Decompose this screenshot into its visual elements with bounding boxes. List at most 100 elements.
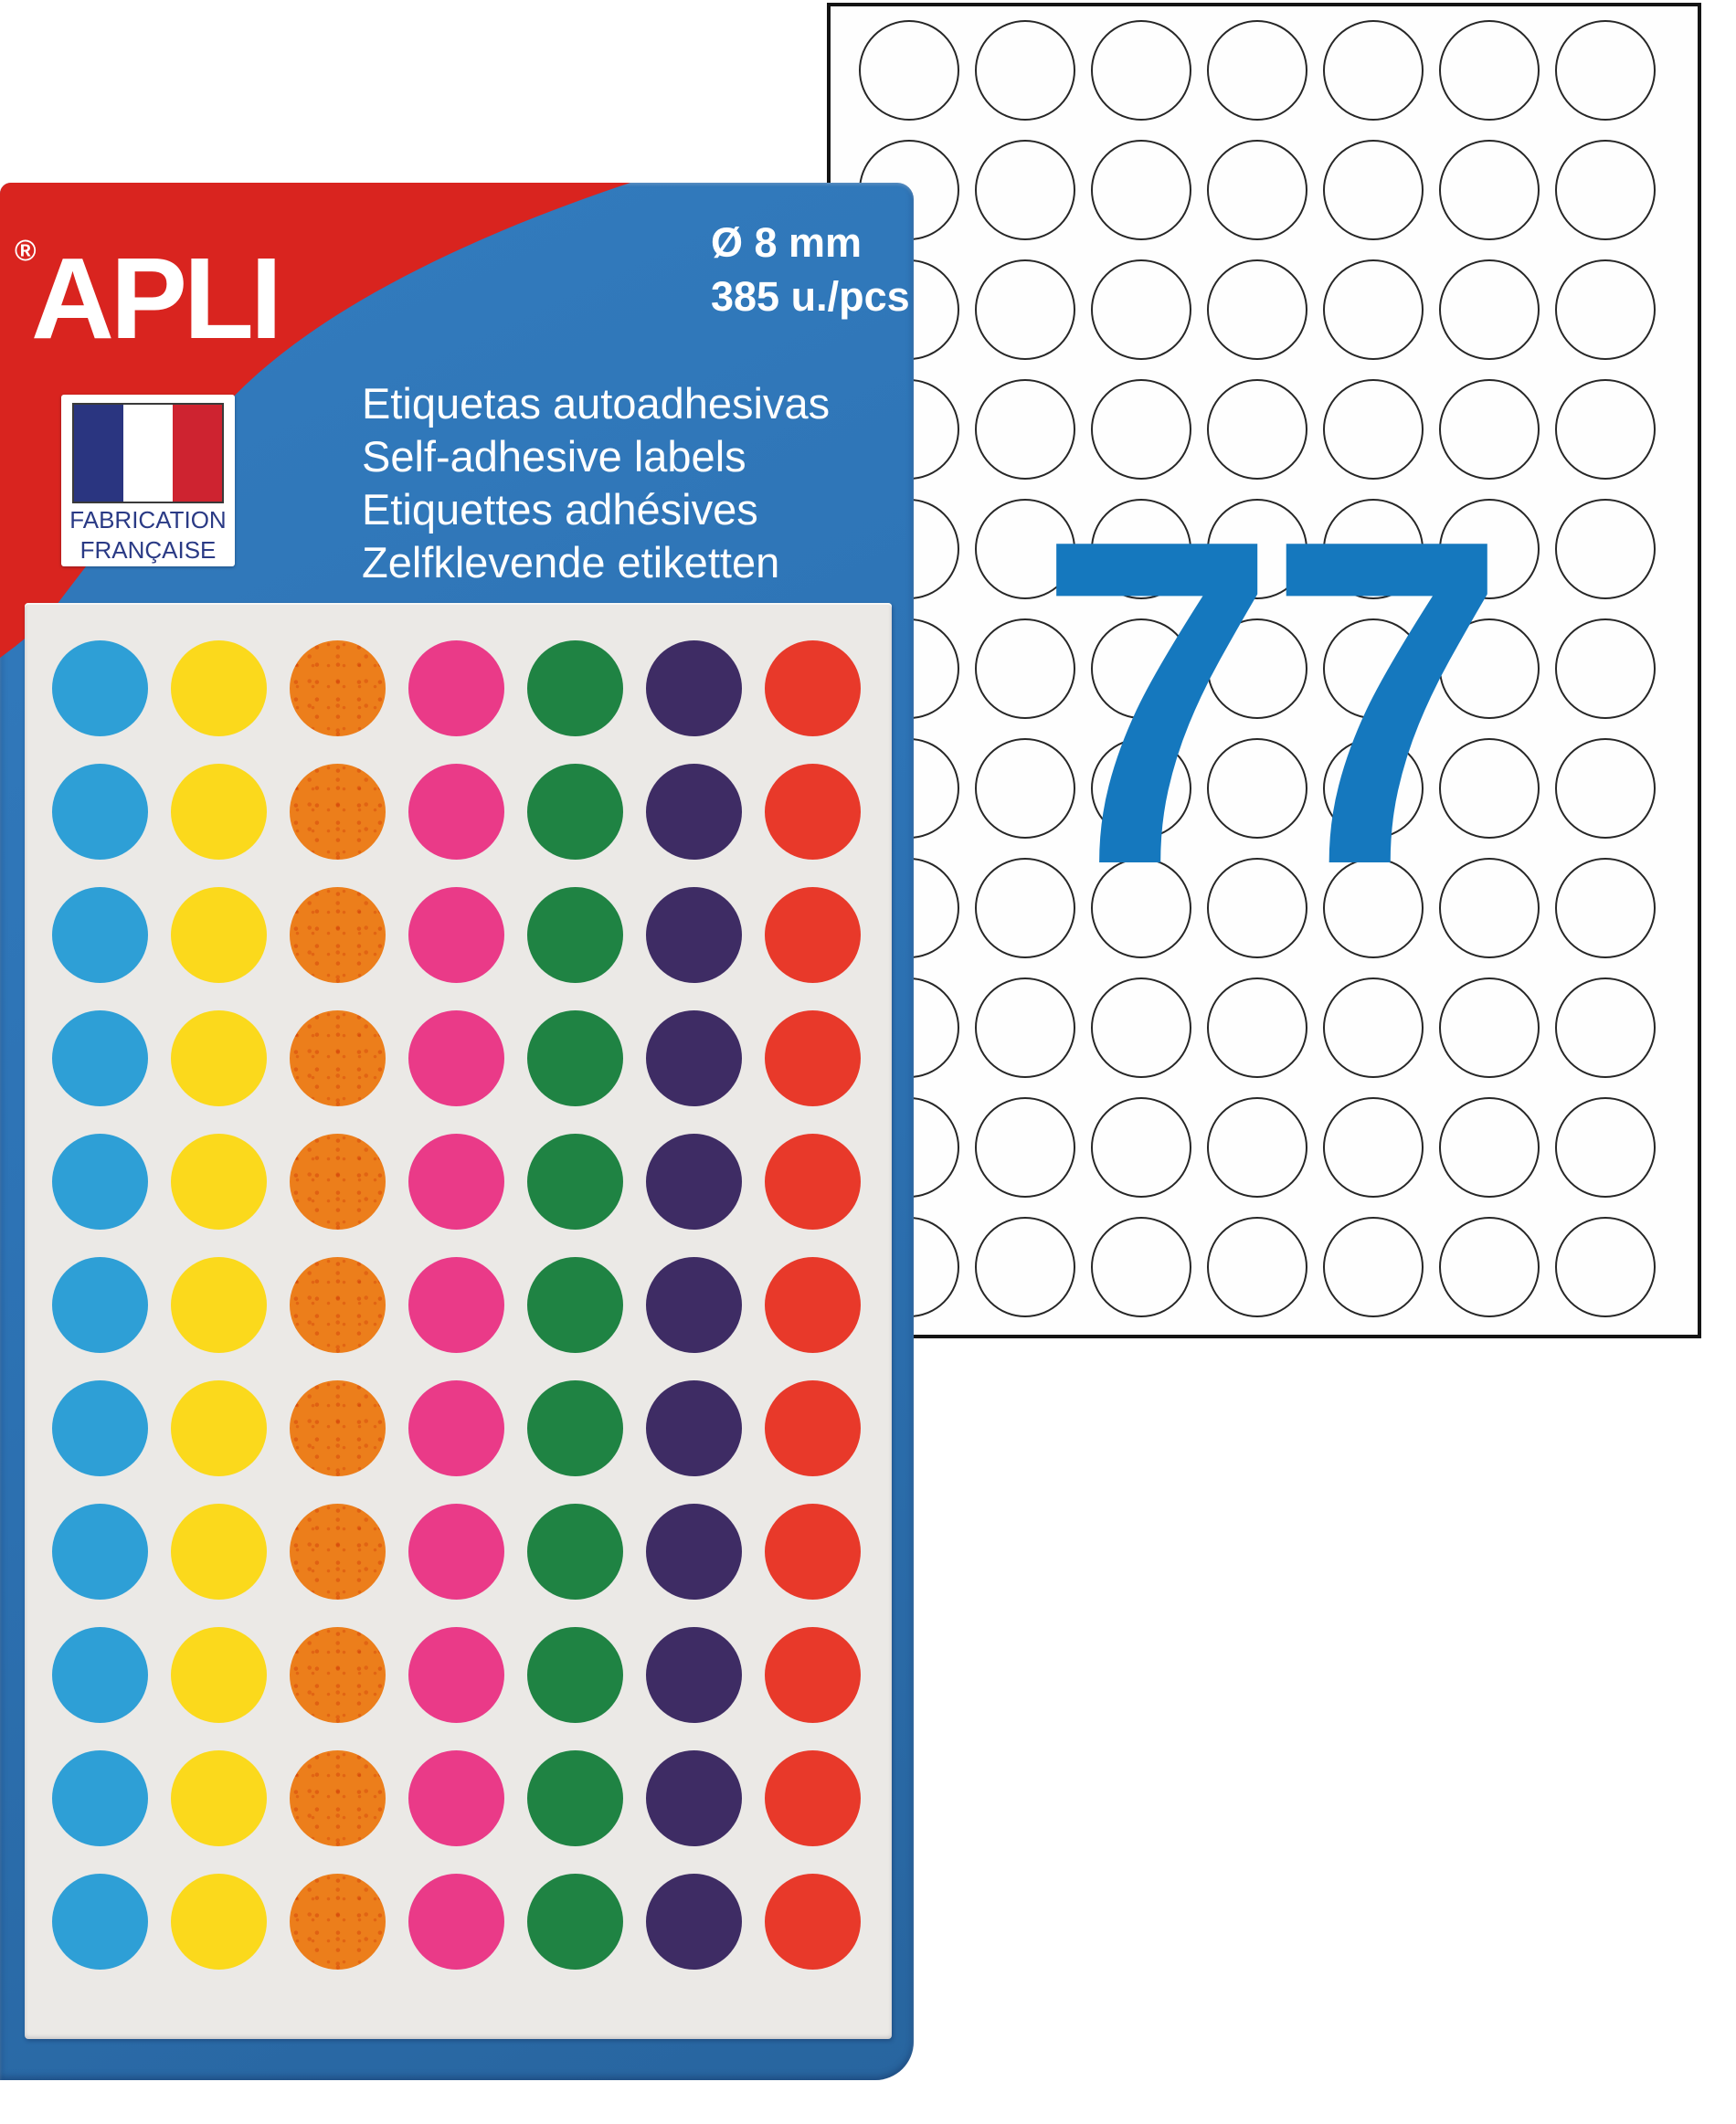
blank-label-circle xyxy=(1439,499,1540,599)
color-dot-yellow xyxy=(170,1873,267,1970)
color-dot-pink xyxy=(408,1256,504,1353)
color-dot-blue xyxy=(51,886,148,983)
labels-per-sheet-count: 77 xyxy=(1038,444,1506,961)
blank-label-circle xyxy=(1439,1097,1540,1198)
blank-label-circle xyxy=(1091,977,1191,1078)
color-dot-pink xyxy=(408,1749,504,1846)
blank-label-circle xyxy=(1555,20,1656,121)
flag-stripe-blue xyxy=(74,405,123,502)
color-dot-blue xyxy=(51,1503,148,1600)
size-info: Ø 8 mm 385 u./pcs xyxy=(711,216,910,323)
blank-label-circle xyxy=(1207,1217,1307,1317)
blank-label-circle xyxy=(1555,259,1656,360)
blank-label-circle xyxy=(975,858,1075,958)
blank-label-circle xyxy=(1091,20,1191,121)
blank-label-circle xyxy=(1323,1097,1424,1198)
blank-label-circle xyxy=(1555,379,1656,480)
color-dot-yellow xyxy=(170,1626,267,1723)
label-diameter: Ø 8 mm xyxy=(711,219,863,266)
blank-label-circle xyxy=(1439,618,1540,719)
blank-label-circle xyxy=(1323,140,1424,240)
color-dot-yellow xyxy=(170,763,267,860)
badge-text-line2: FRANÇAISE xyxy=(79,536,217,564)
color-dot-pink xyxy=(408,886,504,983)
product-name-es: Etiquetas autoadhesivas xyxy=(362,379,831,428)
blank-label-circle xyxy=(1555,977,1656,1078)
blank-label-circle xyxy=(1439,977,1540,1078)
blank-label-circle xyxy=(1439,379,1540,480)
blank-label-circle xyxy=(975,259,1075,360)
color-dot-purple xyxy=(645,1009,742,1106)
color-dot-orange xyxy=(289,1256,386,1353)
blank-label-circle xyxy=(1091,379,1191,480)
product-name-nl: Zelfklevende etiketten xyxy=(362,538,780,586)
color-dot-green xyxy=(526,1009,623,1106)
color-dot-orange xyxy=(289,1133,386,1230)
color-dot-blue xyxy=(51,1379,148,1476)
color-dot-blue xyxy=(51,1873,148,1970)
blank-label-circle xyxy=(1091,140,1191,240)
blank-label-circle xyxy=(859,20,959,121)
color-dot-red xyxy=(764,763,861,860)
color-dot-orange xyxy=(289,1873,386,1970)
blank-label-circle xyxy=(1091,1217,1191,1317)
color-dot-red xyxy=(764,1873,861,1970)
color-dot-pink xyxy=(408,1009,504,1106)
blank-label-circle xyxy=(1207,140,1307,240)
color-dot-red xyxy=(764,1503,861,1600)
color-dot-orange xyxy=(289,639,386,736)
color-dot-green xyxy=(526,1503,623,1600)
blank-label-circle xyxy=(1323,618,1424,719)
color-dot-yellow xyxy=(170,1009,267,1106)
product-name-en: Self-adhesive labels xyxy=(362,432,746,481)
color-dot-purple xyxy=(645,886,742,983)
made-in-france-badge: FABRICATION FRANÇAISE xyxy=(61,395,235,566)
blank-label-circle xyxy=(1091,259,1191,360)
color-dot-red xyxy=(764,1626,861,1723)
color-dot-red xyxy=(764,639,861,736)
color-dot-green xyxy=(526,1379,623,1476)
color-dot-blue xyxy=(51,1626,148,1723)
blank-label-circle xyxy=(1555,1217,1656,1317)
color-dot-red xyxy=(764,1379,861,1476)
blank-label-circle xyxy=(1323,738,1424,839)
blank-label-sheet: 77 xyxy=(827,3,1701,1338)
red-swoosh-shape xyxy=(0,183,630,658)
color-dot-green xyxy=(526,1626,623,1723)
color-dot-pink xyxy=(408,763,504,860)
blank-label-circle xyxy=(1091,499,1191,599)
blank-label-circle xyxy=(975,738,1075,839)
blank-label-circle xyxy=(1439,1217,1540,1317)
color-dot-yellow xyxy=(170,1749,267,1846)
blank-label-circle xyxy=(1323,379,1424,480)
color-dot-orange xyxy=(289,763,386,860)
color-dot-blue xyxy=(51,1256,148,1353)
registered-trademark-icon: ® xyxy=(15,234,37,267)
color-dot-purple xyxy=(645,1133,742,1230)
blank-label-circle xyxy=(1439,259,1540,360)
flag-stripe-red xyxy=(173,405,222,502)
blank-label-circle xyxy=(1207,259,1307,360)
color-dot-green xyxy=(526,763,623,860)
colored-dot-sheet xyxy=(25,603,892,2039)
blank-label-circle xyxy=(1207,858,1307,958)
blank-label-circle xyxy=(975,499,1075,599)
color-dot-orange xyxy=(289,1503,386,1600)
blank-label-circle xyxy=(1323,259,1424,360)
blank-label-circle xyxy=(1207,977,1307,1078)
color-dot-orange xyxy=(289,886,386,983)
color-dot-purple xyxy=(645,1256,742,1353)
color-dot-pink xyxy=(408,1133,504,1230)
color-dot-purple xyxy=(645,763,742,860)
blank-label-circle xyxy=(975,1217,1075,1317)
blank-label-circle xyxy=(975,140,1075,240)
color-dot-purple xyxy=(645,1379,742,1476)
blank-label-circle xyxy=(1207,379,1307,480)
blank-label-circle xyxy=(1439,738,1540,839)
blank-label-circle xyxy=(975,977,1075,1078)
brand-logo: APLI xyxy=(31,234,282,363)
blank-label-circle xyxy=(975,379,1075,480)
color-dot-pink xyxy=(408,1503,504,1600)
blank-label-circle xyxy=(1439,20,1540,121)
